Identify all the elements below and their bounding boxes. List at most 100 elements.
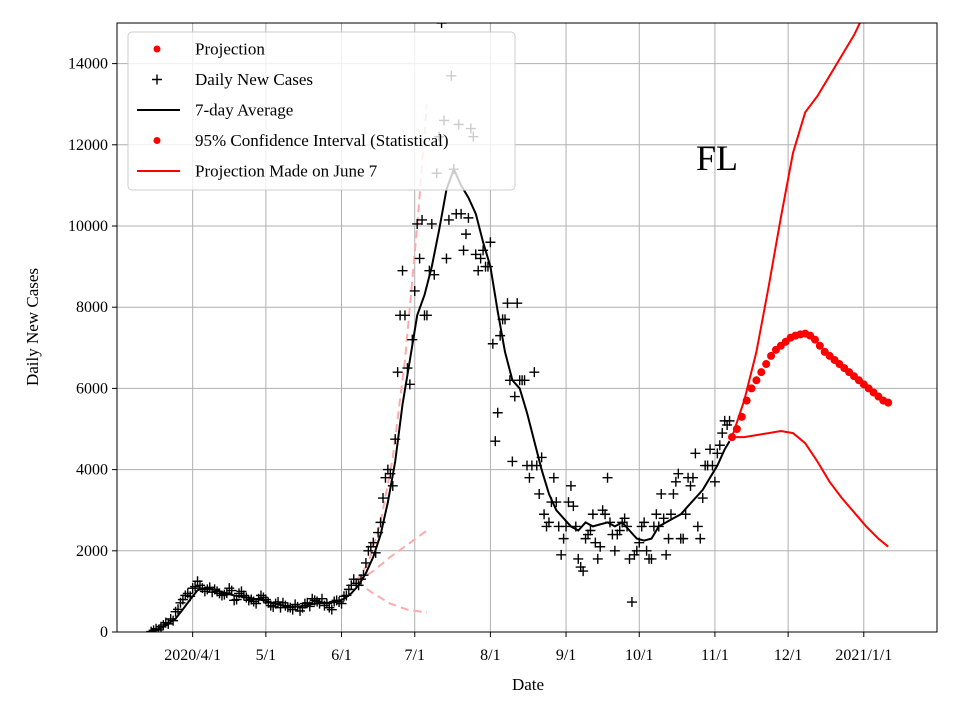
legend-item: Projection Made on June 7 xyxy=(137,162,378,181)
daily-case-point xyxy=(192,576,203,587)
daily-case-point xyxy=(304,601,315,612)
daily-case-point xyxy=(509,391,520,402)
daily-case-point xyxy=(543,517,554,528)
daily-case-point xyxy=(204,582,215,593)
daily-case-point xyxy=(173,604,184,615)
daily-case-point xyxy=(687,472,698,483)
daily-case-point xyxy=(492,407,503,418)
seven-day-average-line xyxy=(150,166,731,632)
daily-case-point xyxy=(565,480,576,491)
daily-case-point xyxy=(580,533,591,544)
x-tick-label: 9/1 xyxy=(556,647,576,664)
daily-case-point xyxy=(251,598,262,609)
daily-case-point xyxy=(458,245,469,256)
daily-case-point xyxy=(651,509,662,520)
daily-case-point xyxy=(363,545,374,556)
daily-case-point xyxy=(290,599,301,610)
daily-case-point xyxy=(585,525,596,536)
daily-case-point xyxy=(426,218,437,229)
daily-case-point xyxy=(170,606,181,617)
y-tick-label: 8000 xyxy=(76,299,108,316)
daily-case-point xyxy=(539,509,550,520)
y-tick-label: 14000 xyxy=(68,56,108,73)
daily-case-point xyxy=(409,285,420,296)
y-axis-label: Daily New Cases xyxy=(23,268,42,386)
plot-frame xyxy=(116,22,938,633)
daily-case-point xyxy=(573,553,584,564)
daily-case-point xyxy=(592,553,603,564)
daily-case-point xyxy=(646,553,657,564)
daily-case-point xyxy=(456,208,467,219)
daily-case-point xyxy=(380,472,391,483)
daily-case-point xyxy=(229,595,240,606)
daily-case-point xyxy=(568,501,579,512)
daily-case-point xyxy=(665,509,676,520)
daily-case-point xyxy=(558,533,569,544)
daily-case-point xyxy=(709,476,720,487)
daily-case-point xyxy=(541,521,552,532)
daily-case-point xyxy=(417,214,428,225)
legend-label: Daily New Cases xyxy=(195,70,313,89)
x-tick-label: 2020/4/1 xyxy=(164,647,221,664)
daily-case-point xyxy=(365,541,376,552)
daily-case-point xyxy=(414,253,425,264)
ci-upper-line xyxy=(731,23,862,438)
region-annotation: FL xyxy=(696,138,738,178)
daily-case-point xyxy=(485,237,496,248)
june7-projection-line xyxy=(355,580,428,614)
legend-label: 7-day Average xyxy=(195,101,293,120)
daily-case-point xyxy=(529,367,540,378)
daily-case-point xyxy=(663,533,674,544)
daily-case-point xyxy=(392,367,403,378)
ci-lower-line xyxy=(732,429,889,548)
projection-point xyxy=(767,351,776,360)
daily-case-point xyxy=(470,249,481,260)
daily-case-point xyxy=(490,436,501,447)
daily-case-point xyxy=(705,444,716,455)
x-tick-label: 2021/1/1 xyxy=(835,647,892,664)
daily-case-point xyxy=(326,604,337,615)
daily-case-point xyxy=(624,553,635,564)
daily-case-point xyxy=(487,338,498,349)
legend-item: Projection xyxy=(153,40,265,59)
daily-case-point xyxy=(641,545,652,556)
x-axis-label: Date xyxy=(512,675,544,694)
daily-case-point xyxy=(512,298,523,309)
daily-case-point xyxy=(463,212,474,223)
daily-case-point xyxy=(636,521,647,532)
daily-case-point xyxy=(177,594,188,605)
daily-case-point xyxy=(678,533,689,544)
projection-point xyxy=(737,412,746,421)
legend-item: 95% Confidence Interval (Statistical) xyxy=(153,131,449,150)
daily-case-point xyxy=(519,375,530,386)
daily-case-point xyxy=(524,472,535,483)
daily-case-point xyxy=(707,460,718,471)
daily-case-point xyxy=(595,541,606,552)
x-tick-label: 10/1 xyxy=(625,647,653,664)
y-tick-label: 0 xyxy=(100,624,108,641)
june7-projection-line xyxy=(355,104,428,582)
y-tick-label: 12000 xyxy=(68,137,108,154)
projection-point xyxy=(752,376,761,385)
daily-case-point xyxy=(548,472,559,483)
daily-case-point xyxy=(619,513,630,524)
legend-dot-marker xyxy=(153,137,161,144)
daily-case-point xyxy=(722,419,733,430)
daily-case-point xyxy=(343,584,354,595)
daily-case-point xyxy=(473,265,484,276)
daily-case-point xyxy=(387,480,398,491)
daily-case-point xyxy=(443,214,454,225)
daily-case-point xyxy=(368,537,379,548)
projection-point xyxy=(815,341,824,350)
legend-item: 7-day Average xyxy=(137,101,293,120)
projection-point xyxy=(728,433,736,442)
daily-case-point xyxy=(724,415,735,426)
daily-case-point xyxy=(412,218,423,229)
daily-case-point xyxy=(661,549,672,560)
daily-case-point xyxy=(495,330,506,341)
daily-case-point xyxy=(639,517,650,528)
x-tick-label: 12/1 xyxy=(774,647,802,664)
y-tick-label: 10000 xyxy=(68,218,108,235)
daily-case-point xyxy=(587,509,598,520)
